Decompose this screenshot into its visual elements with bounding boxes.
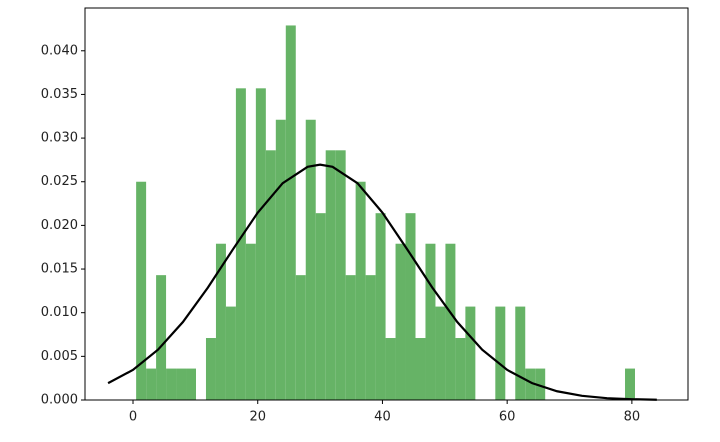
histogram-bar [335,150,346,400]
y-tick-label: 0.010 [41,305,78,320]
histogram-bar [255,88,266,400]
histogram-bar [515,306,526,400]
y-tick-label: 0.040 [41,43,78,58]
x-tick-label: 20 [249,410,266,425]
histogram-bar [415,338,426,400]
histogram-bar [465,306,476,400]
histogram-bar [365,275,376,400]
histogram-bar [405,213,416,400]
histogram-bar [425,243,436,400]
histogram-bar [315,213,326,400]
y-tick-label: 0.035 [41,87,78,102]
histogram-bar [235,88,246,400]
density-curve [107,163,657,401]
histogram-bar [455,338,466,400]
histogram-bar [355,181,366,400]
histogram-bar [215,243,226,400]
histogram-bar [325,150,336,400]
histogram-bar [295,275,306,400]
y-tick-label: 0.025 [41,174,78,189]
histogram-bar [225,306,236,400]
histogram-bar [625,368,635,400]
histogram-bar [146,368,157,400]
x-tick-label: 40 [374,410,391,425]
histogram-bar [305,119,316,401]
y-tick-label: 0.000 [41,393,78,408]
histogram-bar [395,243,406,400]
histogram-bar [435,306,446,400]
histogram-bar [186,368,196,400]
histogram-bar [535,368,546,400]
y-tick-label: 0.005 [41,349,78,364]
histogram-bar [136,181,147,400]
y-tick-label: 0.020 [41,218,78,233]
histogram-bar [176,368,187,400]
histogram-bar [375,213,386,400]
histogram-bar [166,368,177,400]
y-tick-label: 0.015 [41,262,78,277]
x-tick-label: 0 [129,410,137,425]
histogram-bar [385,338,396,400]
y-tick-label: 0.030 [41,131,78,146]
histogram-bar [445,243,456,400]
histogram-bar [205,338,216,400]
histogram-bar [265,150,276,400]
x-tick-label: 80 [624,410,641,425]
histogram-bar [345,275,356,400]
histogram-bar [245,243,256,400]
histogram-bar [525,368,536,400]
histogram-bar [275,119,286,401]
x-tick-label: 60 [499,410,516,425]
histogram-bar [156,275,167,400]
plot-frame [84,7,689,401]
histogram-bar [495,306,506,400]
histogram-bar [285,25,296,400]
